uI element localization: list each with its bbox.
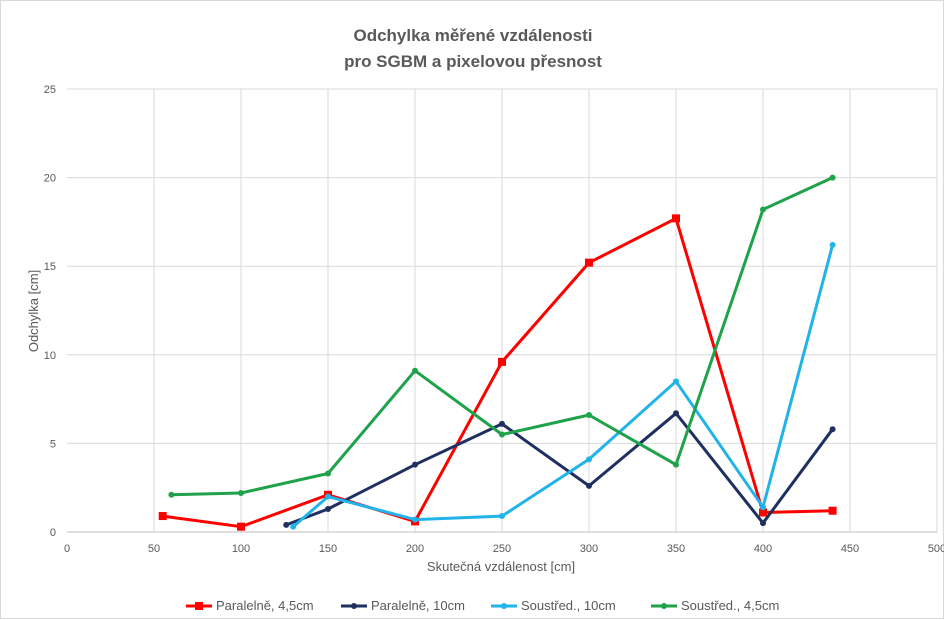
y-tick-label: 15 <box>44 261 56 273</box>
legend-item: Soustřed., 10cm <box>491 598 616 613</box>
data-point <box>829 174 836 181</box>
data-point <box>283 521 290 528</box>
data-point <box>586 456 592 463</box>
data-point <box>158 512 167 521</box>
x-tick-label: 150 <box>319 543 337 555</box>
chart-title-line-1: Odchylka měřené vzdálenosti <box>353 26 592 45</box>
data-point <box>829 426 836 433</box>
data-point <box>585 258 593 267</box>
gridlines <box>67 88 938 533</box>
data-point <box>828 506 837 515</box>
legend-marker <box>195 602 203 610</box>
x-tick-label: 200 <box>406 543 424 555</box>
data-point <box>586 482 592 489</box>
data-point <box>673 410 679 417</box>
x-tick-label: 0 <box>64 543 70 555</box>
series-1 <box>158 214 837 531</box>
x-tick-label: 500 <box>928 543 944 555</box>
data-point <box>499 431 505 438</box>
series-3 <box>290 241 836 530</box>
legend-item: Paralelně, 4,5cm <box>186 598 314 613</box>
y-tick-label: 0 <box>50 527 56 539</box>
data-point <box>168 491 175 498</box>
data-point <box>412 516 418 523</box>
data-point <box>325 505 331 512</box>
series-layer <box>158 174 837 531</box>
data-point <box>760 206 766 213</box>
data-point <box>499 513 505 520</box>
data-point <box>759 508 767 517</box>
y-tick-label: 20 <box>44 173 56 185</box>
x-tick-label: 300 <box>580 543 598 555</box>
x-tick-label: 50 <box>148 543 160 555</box>
data-point <box>412 461 418 468</box>
x-axis-title: Skutečná vzdálenost [cm] <box>427 559 575 574</box>
x-tick-label: 250 <box>493 543 511 555</box>
x-tick-label: 450 <box>841 543 859 555</box>
y-tick-label: 25 <box>44 84 56 96</box>
y-axis-title: Odchylka [cm] <box>26 270 41 352</box>
legend-item: Soustřed., 4,5cm <box>651 598 779 613</box>
data-point <box>238 490 244 497</box>
data-point <box>499 420 505 427</box>
legend-label: Paralelně, 4,5cm <box>216 598 314 613</box>
x-tick-label: 350 <box>667 543 685 555</box>
data-point <box>673 378 679 385</box>
legend-marker <box>661 603 667 609</box>
y-tick-labels: 0 5 10 15 20 25 <box>44 84 56 539</box>
data-point <box>760 520 766 527</box>
chart-title-line-2: pro SGBM a pixelovou přesnost <box>344 52 602 71</box>
legend-item: Paralelně, 10cm <box>341 598 465 613</box>
data-point <box>412 367 418 374</box>
data-point <box>498 357 506 366</box>
legend-label: Paralelně, 10cm <box>371 598 465 613</box>
legend-marker <box>501 603 507 609</box>
legend-marker <box>351 603 357 609</box>
legend-label: Soustřed., 4,5cm <box>681 598 779 613</box>
data-point <box>829 241 836 248</box>
series-line <box>162 216 833 529</box>
data-point <box>760 504 766 511</box>
data-point <box>237 522 245 531</box>
series-line <box>292 244 835 528</box>
data-point <box>290 523 297 530</box>
legend: Paralelně, 4,5cm Paralelně, 10cm Soustřed.… <box>186 598 779 613</box>
x-tick-labels: 0 50 100 150 200 250 300 350 400 450 500 <box>64 543 944 555</box>
data-point <box>325 493 331 500</box>
x-tick-label: 400 <box>754 543 772 555</box>
y-tick-label: 10 <box>44 350 56 362</box>
legend-label: Soustřed., 10cm <box>521 598 616 613</box>
data-point <box>325 470 331 477</box>
data-point <box>672 214 680 223</box>
data-point <box>673 461 679 468</box>
x-tick-label: 100 <box>232 543 250 555</box>
y-tick-label: 5 <box>50 438 56 450</box>
series-4 <box>168 174 836 498</box>
data-point <box>586 412 592 419</box>
